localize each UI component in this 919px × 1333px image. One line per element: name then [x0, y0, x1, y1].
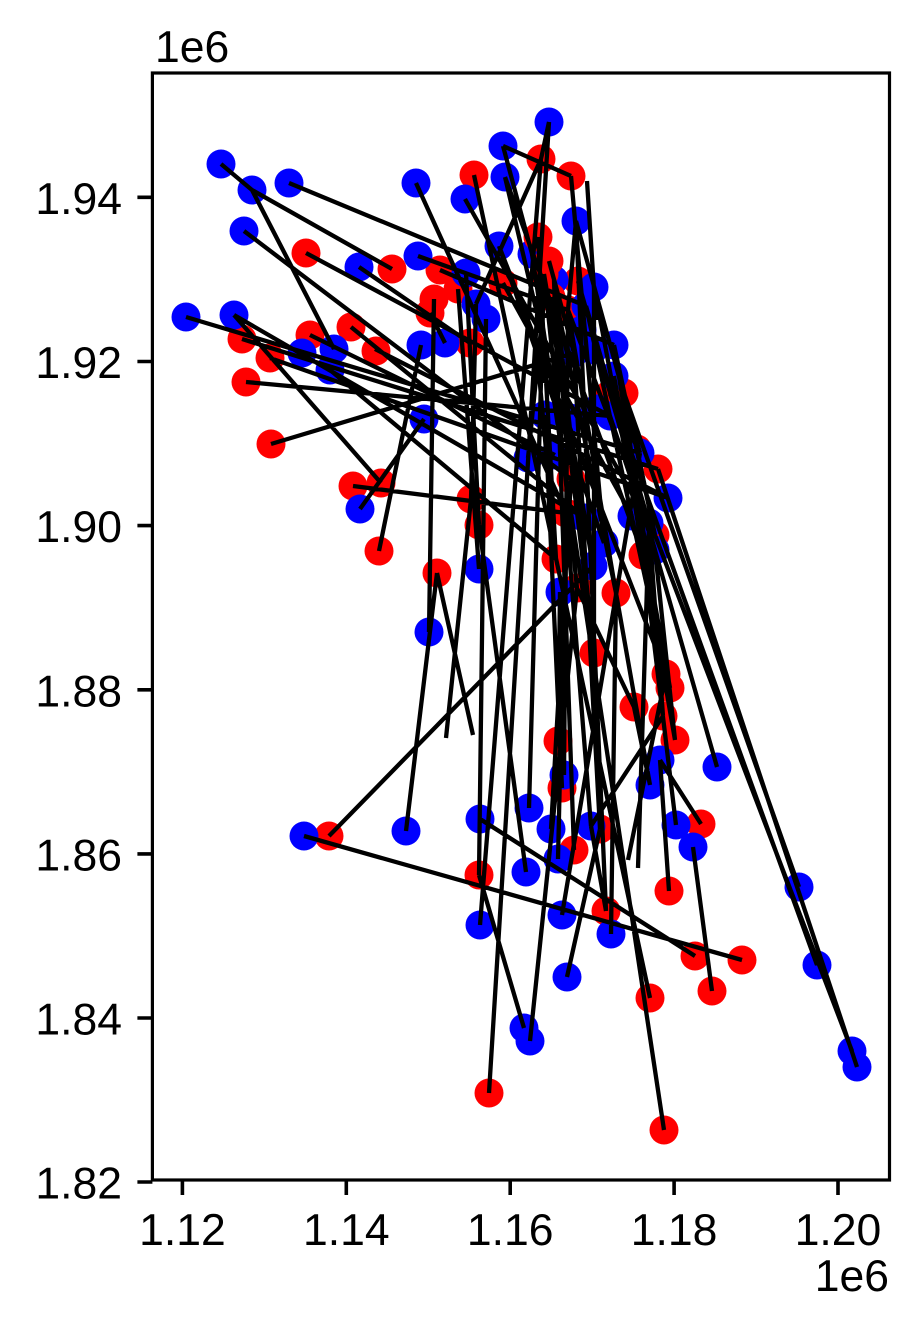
svg-text:1.16: 1.16 — [467, 1206, 554, 1255]
svg-text:1.18: 1.18 — [631, 1206, 718, 1255]
svg-text:1.14: 1.14 — [303, 1206, 390, 1255]
svg-text:1e6: 1e6 — [155, 23, 229, 72]
svg-text:1.84: 1.84 — [35, 996, 122, 1045]
svg-text:1.90: 1.90 — [35, 503, 122, 552]
svg-text:1e6: 1e6 — [815, 1252, 889, 1301]
svg-text:1.82: 1.82 — [35, 1160, 122, 1209]
svg-text:1.20: 1.20 — [795, 1206, 882, 1255]
svg-text:1.94: 1.94 — [35, 175, 122, 224]
svg-text:1.12: 1.12 — [139, 1206, 226, 1255]
svg-text:1.86: 1.86 — [35, 831, 122, 880]
svg-text:1.88: 1.88 — [35, 667, 122, 716]
svg-text:1.92: 1.92 — [35, 339, 122, 388]
